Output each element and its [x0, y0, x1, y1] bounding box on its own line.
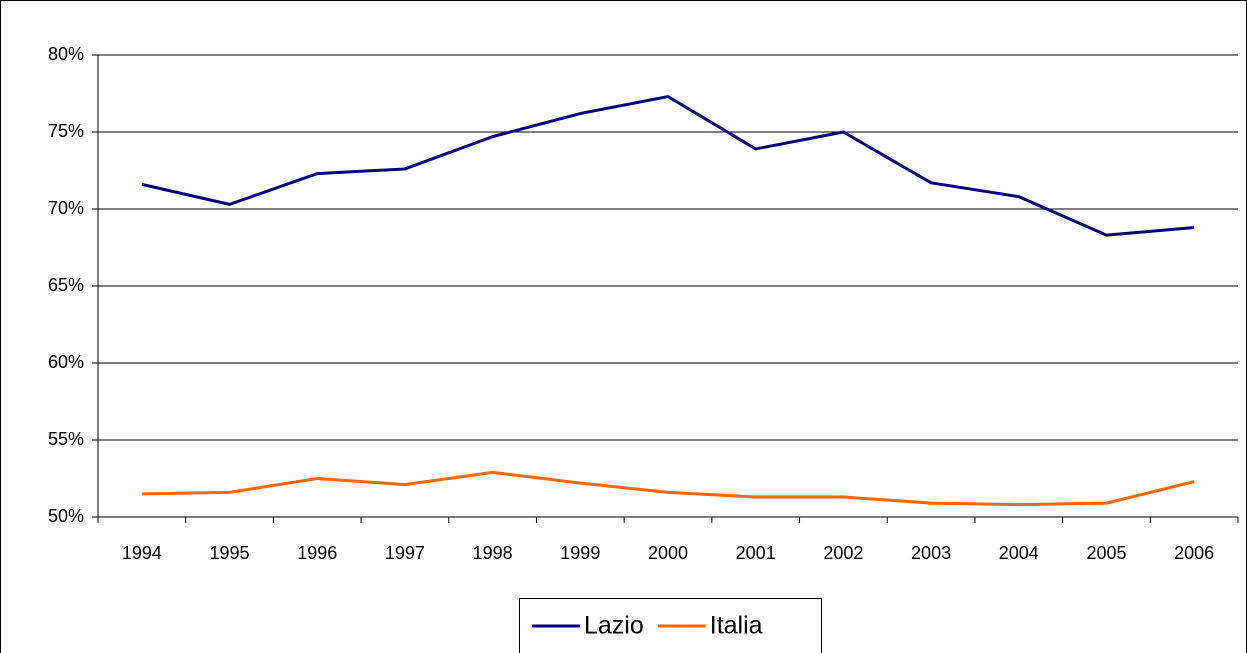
x-tick-label: 2001 [736, 543, 776, 563]
x-tick-label: 2006 [1174, 543, 1214, 563]
x-tick-label: 2002 [823, 543, 863, 563]
y-tick-label: 80% [48, 44, 84, 64]
x-tick-label: 2005 [1086, 543, 1126, 563]
x-tick-label: 1998 [473, 543, 513, 563]
legend-label: Italia [710, 612, 763, 640]
y-tick-label: 70% [48, 198, 84, 218]
x-tick-label: 1994 [122, 543, 162, 563]
x-tick-label: 2000 [648, 543, 688, 563]
x-tick-label: 1999 [560, 543, 600, 563]
x-tick-label: 2004 [999, 543, 1039, 563]
y-tick-label: 60% [48, 352, 84, 372]
x-tick-label: 1995 [210, 543, 250, 563]
y-tick-label: 55% [48, 429, 84, 449]
x-tick-label: 2003 [911, 543, 951, 563]
x-tick-label: 1997 [385, 543, 425, 563]
legend-label: Lazio [584, 612, 644, 640]
line-series [141, 95, 1195, 237]
y-tick-label: 65% [48, 275, 84, 295]
line-series [141, 470, 1195, 507]
x-tick-label: 1996 [297, 543, 337, 563]
y-tick-label: 50% [48, 506, 84, 526]
y-tick-label: 75% [48, 121, 84, 141]
